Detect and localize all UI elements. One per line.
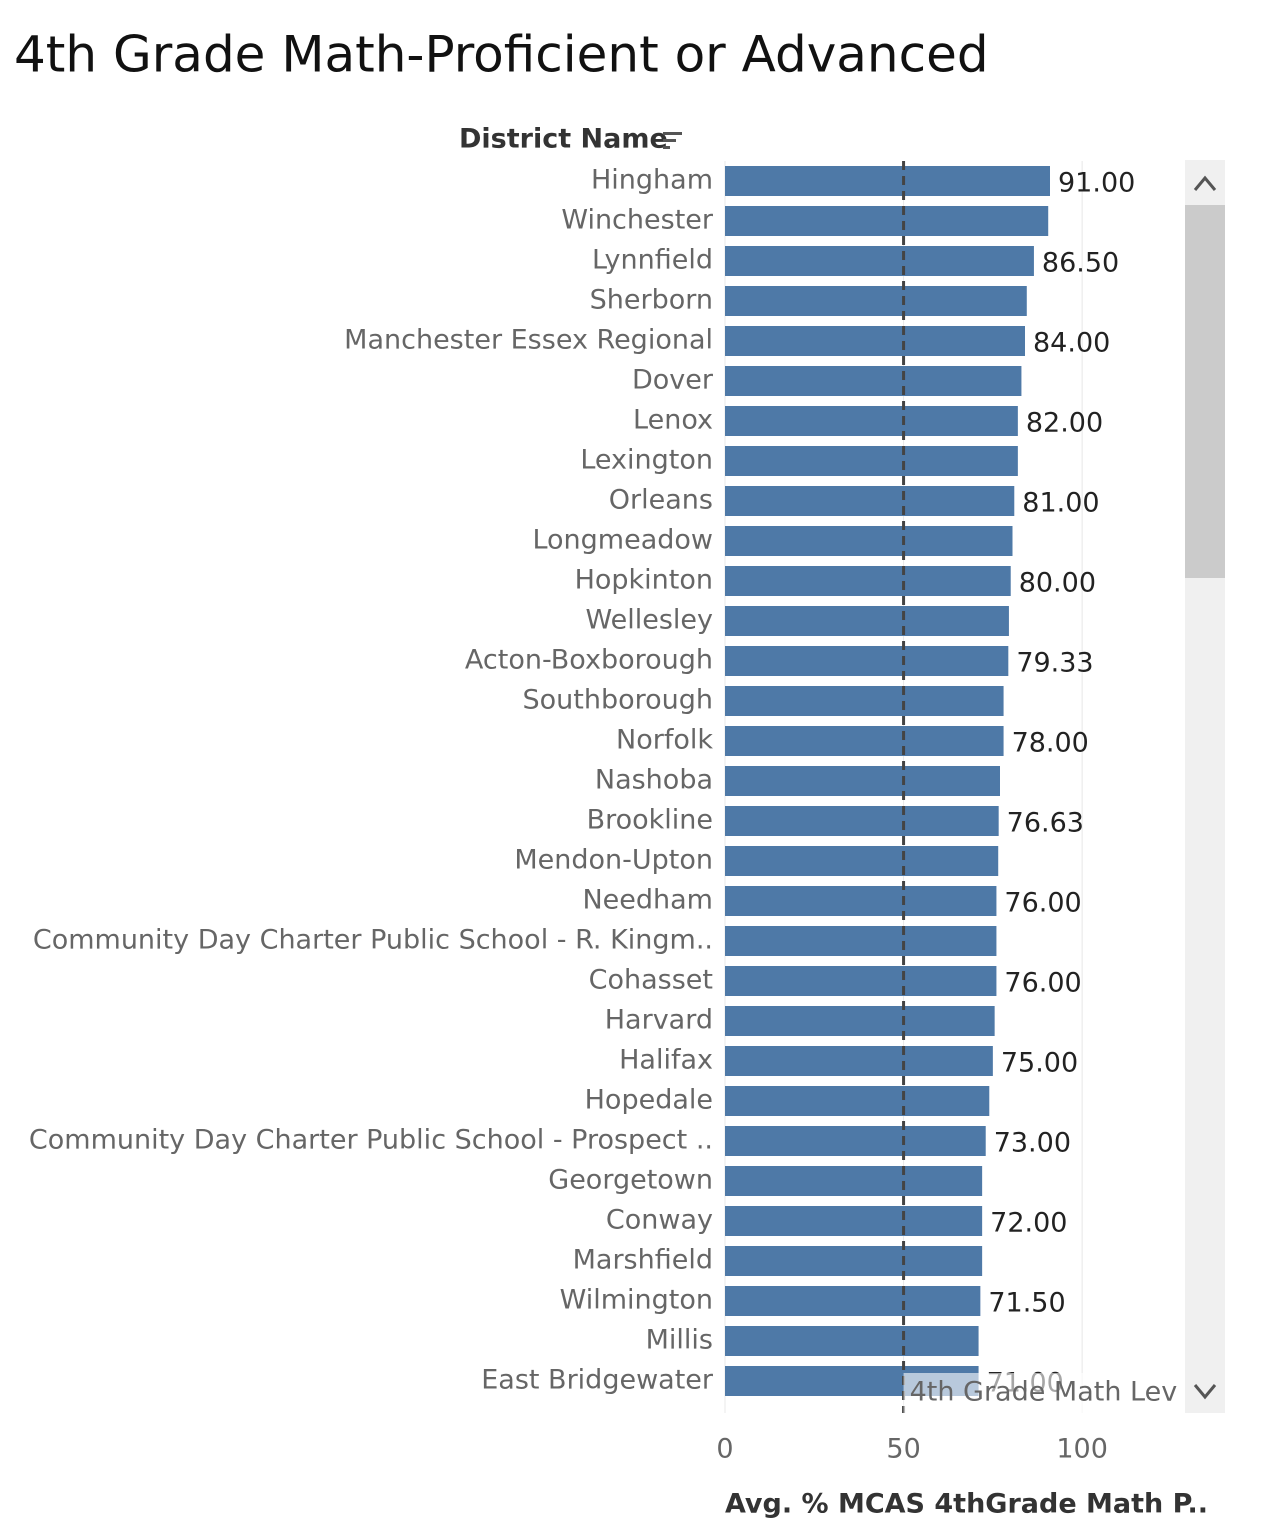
value-label: 71.50 [988,1288,1065,1319]
chart-title: 4th Grade Math-Proficient or Advanced [14,26,989,84]
value-label: 82.00 [1026,408,1103,439]
bar [725,446,1018,476]
bar [725,246,1034,276]
bar [725,926,997,956]
sort-icon[interactable] [663,132,682,149]
category-label: Marshfield [573,1245,713,1276]
category-label: Nashoba [595,765,713,796]
bar [725,1046,993,1076]
category-label: Mendon-Upton [514,845,713,876]
value-label: 76.00 [1004,888,1081,919]
bar [725,166,1050,196]
category-label: Longmeadow [532,525,713,556]
category-label: Southborough [522,685,713,716]
category-label: Lynnfield [592,245,713,276]
value-label: 75.00 [1001,1048,1078,1079]
bar [725,646,1009,676]
sort-line [663,146,670,149]
value-label: 91.00 [1058,168,1135,199]
category-label: Winchester [561,205,714,236]
value-label: 81.00 [1022,488,1099,519]
bar [725,606,1009,636]
category-label: Community Day Charter Public School - R.… [33,925,713,956]
category-label: Norfolk [616,725,713,756]
plot-area: Hingham 91.00 Winchester Lynnfield 86.50 Sher… [29,161,1177,1413]
bar [725,1086,990,1116]
category-label: Dover [632,365,714,396]
bar [725,806,999,836]
category-label: Hopedale [585,1085,713,1116]
category-label: Manchester Essex Regional [344,325,713,356]
category-label: Acton-Boxborough [465,645,713,676]
x-tick-label: 50 [886,1434,920,1465]
category-label: Orleans [609,485,713,516]
x-tick-label: 100 [1056,1434,1108,1465]
category-label: Wellesley [586,605,714,636]
x-tick-label: 0 [716,1434,733,1465]
value-label: 73.00 [994,1128,1071,1159]
sort-line [663,132,682,135]
category-label: Cohasset [589,965,713,996]
scroll-up[interactable] [1193,175,1217,191]
bar [725,846,999,876]
category-label: Lenox [633,405,713,436]
bar [725,1166,983,1196]
category-label: Sherborn [590,285,713,316]
bar [725,726,1004,756]
value-label: 80.00 [1019,568,1096,599]
reference-label: 4th Grade Math Lev [910,1377,1178,1408]
bar [725,766,1000,796]
bar [725,1326,979,1356]
category-label: East Bridgewater [481,1365,714,1396]
category-label: Wilmington [560,1285,713,1316]
category-label: Conway [606,1205,713,1236]
scroll-thumb[interactable] [1185,205,1225,578]
bar [725,206,1049,236]
category-label: Community Day Charter Public School - Pr… [29,1125,713,1156]
category-label: Needham [582,885,713,916]
value-label: 76.00 [1004,968,1081,999]
category-label: Millis [646,1325,713,1356]
bar [725,1286,981,1316]
bar [725,406,1018,436]
value-label: 72.00 [990,1208,1067,1239]
bar [725,686,1004,716]
value-label: 86.50 [1042,248,1119,279]
bar [725,1246,983,1276]
category-label: Harvard [605,1005,713,1036]
category-label: Hingham [591,165,713,196]
category-label: Brookline [587,805,713,836]
bar [725,286,1027,316]
value-label: 79.33 [1016,648,1093,679]
x-axis-title: Avg. % MCAS 4thGrade Math P.. [725,1489,1208,1520]
category-header: District Name [459,124,668,155]
category-label: Halifax [619,1045,713,1076]
value-label: 84.00 [1033,328,1110,359]
reference-label-bg [903,1373,1174,1413]
bar [725,966,997,996]
bar [725,1206,983,1236]
scroll-down[interactable] [1193,1384,1217,1400]
sort-line [663,139,676,142]
bar [725,566,1011,596]
value-label: 78.00 [1012,728,1089,759]
bar [725,326,1025,356]
category-label: Georgetown [548,1165,713,1196]
bar [725,526,1013,556]
bar [725,1126,986,1156]
value-label: 76.63 [1007,808,1084,839]
category-label: Hopkinton [575,565,713,596]
bar [725,366,1022,396]
scrollbar[interactable] [1185,160,1225,1413]
bar [725,886,997,916]
category-label: Lexington [580,445,713,476]
bar [725,1006,995,1036]
bar [725,486,1015,516]
